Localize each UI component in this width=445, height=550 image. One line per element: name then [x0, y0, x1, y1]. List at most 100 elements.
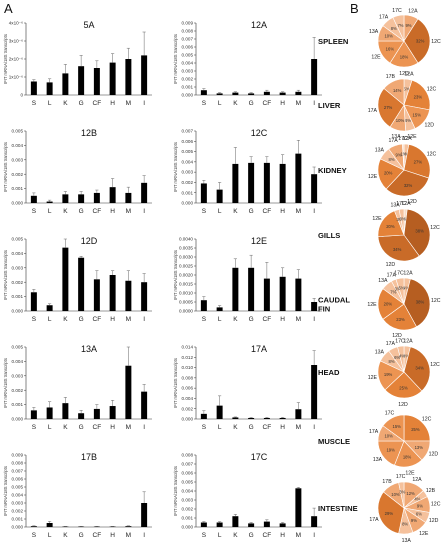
y-tick-label: 0.000: [12, 201, 24, 206]
y-tick-label: 0.004: [182, 396, 194, 401]
y-tick-label: 0.004: [182, 61, 194, 66]
pie-slice-label: 12D: [386, 262, 396, 268]
bar-k: [232, 516, 239, 527]
pie-value-label: 14%: [393, 88, 402, 93]
pie-slice-label: 17C: [395, 338, 405, 344]
pie-slice-17c: [382, 414, 405, 442]
x-tick-label: L: [48, 424, 52, 431]
x-tick-label: M: [126, 424, 131, 431]
pie-slice-label: 12A: [402, 136, 412, 142]
bar-m: [295, 488, 302, 527]
pie-value-label: 10%: [384, 434, 393, 439]
bar-s: [200, 183, 207, 203]
x-tick-label: H: [280, 100, 285, 107]
y-tick-label: 0.0020: [179, 273, 193, 278]
x-tick-label: CF: [263, 316, 272, 323]
pie-slice-12c: [403, 414, 431, 442]
y-axis-label: IFIT mRNA/18S transcripts: [3, 34, 8, 84]
bar-chart-17c: 17C 0.000 0.001 0.002 0.003 0.004 0.005 0.006 0.…: [173, 452, 322, 539]
bar-g: [78, 413, 85, 419]
pie-slice-17b: [383, 78, 405, 106]
pie-slice-label: 12D: [398, 402, 408, 408]
pie-slice-label: 12E: [419, 531, 429, 537]
bar-k: [62, 403, 69, 419]
chart-title: 12C: [251, 128, 268, 138]
pie-slice-label: 12A: [404, 71, 414, 77]
organ-label: LIVER: [318, 101, 341, 110]
pie-slice-label: 12A: [403, 338, 413, 344]
pie-value-label: 9%: [411, 518, 417, 523]
panel-letter-a: A: [4, 1, 13, 16]
x-tick-label: CF: [93, 532, 102, 539]
pie-chart-head: HEAD 4% 12A 34% 12C 25% 12D 19% 12E 8% 13A 6% 17A 4% 1…: [318, 338, 440, 408]
pie-value-label: 3%: [396, 217, 402, 222]
chart-title: 13A: [81, 344, 97, 354]
x-tick-label: K: [233, 100, 238, 107]
x-tick-label: L: [218, 532, 222, 539]
x-tick-label: G: [79, 424, 84, 431]
pie-value-label: 3%: [395, 287, 401, 292]
x-tick-label: I: [143, 316, 145, 323]
pie-value-label: 23%: [414, 94, 423, 99]
x-tick-label: S: [32, 532, 37, 539]
bar-chart-5a: 5A 0 1x10⁻⁶ 2x10⁻⁶ 3x10⁻⁶ 4x10⁻⁶ IFIT mRNA/18S…: [3, 20, 152, 107]
pie-value-label: 34%: [415, 365, 424, 370]
pie-slice-label: 12C: [431, 39, 441, 45]
pie-chart-intestine: INTESTINE 12% 12A 4% 12B 9% 12C 6% 12D 9% 12E 8% 13A…: [318, 474, 441, 544]
y-tick-label: 0.007: [182, 462, 194, 467]
bar-s: [30, 526, 37, 527]
x-tick-label: I: [313, 208, 315, 215]
bar-g: [248, 523, 255, 527]
y-tick-label: 0.007: [182, 129, 194, 134]
pie-slice-17c: [402, 143, 405, 171]
y-tick-label: 0.004: [12, 493, 24, 498]
bar-i: [311, 59, 318, 95]
pie-slice-label: 12C: [430, 225, 440, 231]
y-tick-label: 0.000: [182, 93, 194, 98]
y-tick-label: 0.0010: [179, 291, 193, 296]
x-tick-label: I: [143, 208, 145, 215]
x-tick-label: K: [63, 532, 68, 539]
bar-cf: [93, 279, 100, 311]
y-tick-label: 0.001: [12, 294, 24, 299]
y-tick-label: 0.005: [182, 53, 194, 58]
y-tick-label: 0.0000: [179, 309, 193, 314]
y-tick-label: 0.000: [12, 309, 24, 314]
y-tick-label: 0.002: [182, 507, 194, 512]
pie-slice-17c: [398, 208, 405, 236]
y-tick-label: 0.0035: [179, 246, 193, 251]
x-tick-label: S: [202, 316, 207, 323]
y-tick-label: 0.000: [182, 201, 194, 206]
x-tick-label: S: [202, 424, 207, 431]
bar-m: [295, 91, 302, 95]
pie-slice-17c: [392, 14, 405, 42]
pie-value-label: 9%: [396, 152, 402, 157]
pie-slice-label: 17A: [387, 273, 397, 279]
bar-h: [109, 275, 116, 311]
y-tick-label: 0.004: [182, 489, 194, 494]
pie-slice-label: 17A: [386, 341, 396, 347]
x-tick-label: S: [202, 100, 207, 107]
x-tick-label: K: [63, 100, 68, 107]
pie-slice-label: 17A: [379, 14, 389, 20]
x-tick-label: I: [143, 424, 145, 431]
bar-m: [125, 526, 132, 527]
pie-value-label: 9%: [417, 503, 423, 508]
y-tick-label: 0.006: [12, 477, 24, 482]
pie-slice-12d: [377, 234, 420, 262]
pie-value-label: 13%: [415, 445, 424, 450]
bar-g: [248, 93, 255, 95]
x-tick-label: L: [48, 532, 52, 539]
pie-slice-12c: [403, 144, 431, 179]
panel-letter-b: B: [350, 1, 359, 16]
y-axis-label: IFIT mRNA/18S transcripts: [3, 142, 8, 192]
x-tick-label: I: [143, 100, 145, 107]
y-tick-label: 0.005: [12, 345, 24, 350]
y-tick-label: 0.006: [182, 45, 194, 50]
x-tick-label: H: [280, 316, 285, 323]
pie-slice-label: 12E: [368, 375, 378, 381]
bar-s: [30, 292, 37, 311]
bar-m: [125, 365, 132, 419]
y-tick-label: 0.003: [12, 157, 24, 162]
